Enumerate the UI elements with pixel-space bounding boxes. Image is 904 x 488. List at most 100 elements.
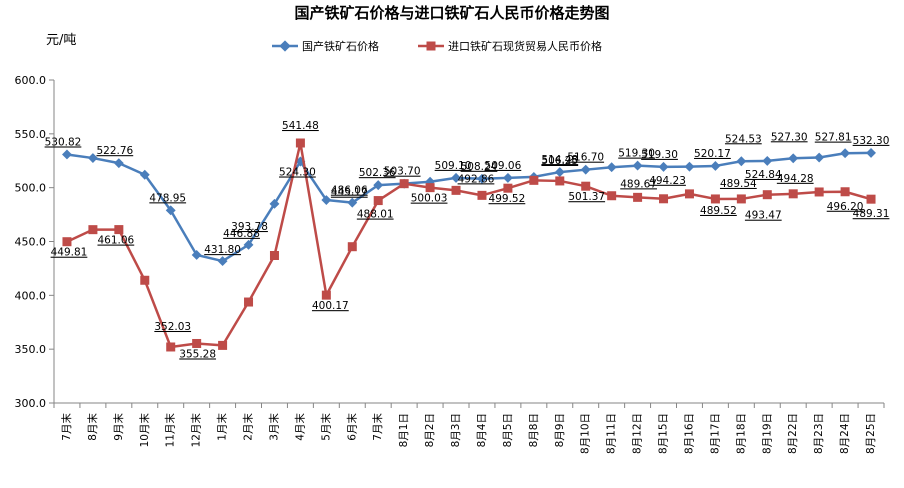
x-tick-label: 12月末 — [190, 413, 203, 448]
data-point-import — [451, 185, 461, 195]
x-tick-label: 1月末 — [216, 413, 229, 441]
data-label-domestic: 522.76 — [96, 145, 133, 157]
data-point-import — [269, 250, 279, 260]
x-tick-label: 8月15日 — [658, 413, 670, 454]
data-label-domestic: 431.80 — [204, 244, 241, 256]
x-tick-label: 8月3日 — [450, 413, 462, 447]
x-tick-label: 8月16日 — [683, 413, 695, 454]
data-point-import — [710, 194, 720, 204]
y-tick-label: 300.0 — [15, 397, 47, 410]
x-tick-label: 3月末 — [267, 413, 280, 441]
data-point-import — [581, 181, 591, 191]
x-tick-label: 7月末 — [371, 413, 384, 441]
data-label-import: 501.37 — [568, 191, 605, 203]
data-label-import: 355.28 — [179, 348, 216, 360]
data-point-domestic — [866, 147, 876, 158]
data-label-import: 449.81 — [51, 247, 88, 259]
data-label-domestic: 532.30 — [853, 135, 890, 147]
data-point-import — [866, 194, 876, 204]
legend-marker-domestic — [279, 40, 291, 52]
data-label-domestic: 527.81 — [815, 132, 852, 144]
data-label-import: 488.01 — [357, 209, 394, 221]
y-tick-label: 400.0 — [15, 289, 47, 302]
legend: 国产铁矿石价格 进口铁矿石现货贸易人民币价格 — [272, 39, 602, 53]
data-point-domestic — [269, 198, 280, 209]
x-tick-label: 10月末 — [138, 413, 151, 448]
data-point-import — [192, 338, 202, 348]
data-point-domestic — [710, 161, 721, 171]
data-point-import — [321, 290, 331, 300]
x-tick-label: 8月11日 — [606, 413, 618, 454]
data-label-domestic: 478.95 — [149, 192, 186, 204]
data-label-import: 461.06 — [97, 235, 134, 247]
data-point-domestic — [139, 169, 150, 180]
data-label-domestic: 486.06 — [331, 185, 368, 197]
data-label-import: 489.31 — [853, 208, 890, 220]
data-labels-layer: 530.82 522.76 478.95 431.80 446.88 524.30 486.… — [45, 120, 890, 360]
data-label-domestic: 519.30 — [641, 149, 678, 161]
data-point-domestic — [684, 161, 695, 172]
data-point-import — [814, 187, 824, 197]
data-point-domestic — [477, 173, 487, 184]
data-point-domestic — [217, 256, 228, 267]
data-point-import — [788, 189, 798, 199]
x-tick-label: 4月末 — [293, 413, 306, 441]
data-label-domestic: 524.84 — [745, 169, 782, 181]
data-label-domestic: 503.70 — [384, 166, 421, 178]
data-label-domestic: 524.53 — [725, 133, 762, 145]
data-point-import — [373, 196, 383, 206]
data-point-domestic — [814, 152, 825, 163]
data-label-domestic: 527.30 — [771, 131, 808, 143]
y-tick-label: 450.0 — [15, 236, 47, 249]
data-point-domestic — [62, 149, 72, 160]
x-tick-label: 6月末 — [345, 413, 358, 441]
data-point-domestic — [554, 167, 565, 178]
data-point-import — [244, 297, 254, 307]
x-tick-label: 8月22日 — [787, 413, 799, 454]
data-label-domestic: 514.48 — [541, 154, 578, 166]
data-point-import — [166, 342, 176, 352]
data-point-import — [425, 183, 435, 193]
data-point-domestic — [502, 172, 513, 183]
data-label-domestic: 446.88 — [223, 228, 260, 240]
chart-title: 国产铁矿石价格与进口铁矿石人民币价格走势图 — [294, 4, 609, 22]
y-tick-label: 600.0 — [15, 74, 47, 87]
data-point-domestic — [658, 161, 669, 172]
data-point-domestic — [788, 153, 799, 164]
data-point-import — [684, 189, 694, 199]
x-tick-label: 8月末 — [86, 413, 99, 441]
data-label-domestic: 530.82 — [45, 136, 82, 148]
data-point-import — [659, 194, 669, 204]
series-line-domestic — [66, 151, 872, 263]
x-tick-label: 8月10日 — [580, 413, 592, 454]
y-tick-label: 500.0 — [15, 182, 47, 195]
data-point-import — [555, 176, 565, 186]
x-tick-label: 8月17日 — [709, 413, 721, 454]
x-tick-label: 8月23日 — [813, 413, 825, 454]
data-label-import: 492.86 — [458, 173, 495, 185]
legend-marker-import — [426, 41, 436, 51]
x-tick-label: 8月1日 — [398, 413, 410, 447]
data-point-domestic — [87, 153, 98, 164]
x-tick-label: 8月19日 — [761, 413, 773, 454]
data-label-domestic: 508.24 — [461, 161, 498, 173]
data-label-import: 494.28 — [777, 173, 814, 185]
data-label-domestic: 509.06 — [485, 160, 522, 172]
data-label-import: 352.03 — [154, 321, 191, 333]
data-label-import: 494.23 — [649, 175, 686, 187]
data-label-import: 506.25 — [541, 155, 578, 167]
x-axis-ticks: 7月末 8月末 9月末 10月末 11月末 12月末 1月末 2月末 3月末 4月末 5月末 6月末 7… — [53, 403, 885, 454]
data-point-domestic — [840, 148, 851, 159]
x-tick-label: 2月末 — [242, 413, 255, 441]
data-point-import — [218, 340, 228, 350]
data-label-import: 496.20 — [827, 201, 864, 213]
data-label-domestic: 516.70 — [567, 152, 604, 164]
data-label-import: 489.52 — [700, 205, 737, 217]
data-label-domestic: 520.17 — [694, 148, 731, 160]
data-point-import — [633, 192, 643, 202]
data-point-import — [607, 191, 617, 201]
y-axis-ticks: 300.0 350.0 400.0 450.0 500.0 550.0 600.0 — [15, 74, 54, 410]
x-tick-label: 5月末 — [319, 413, 332, 441]
data-label-import: 493.47 — [745, 210, 782, 222]
